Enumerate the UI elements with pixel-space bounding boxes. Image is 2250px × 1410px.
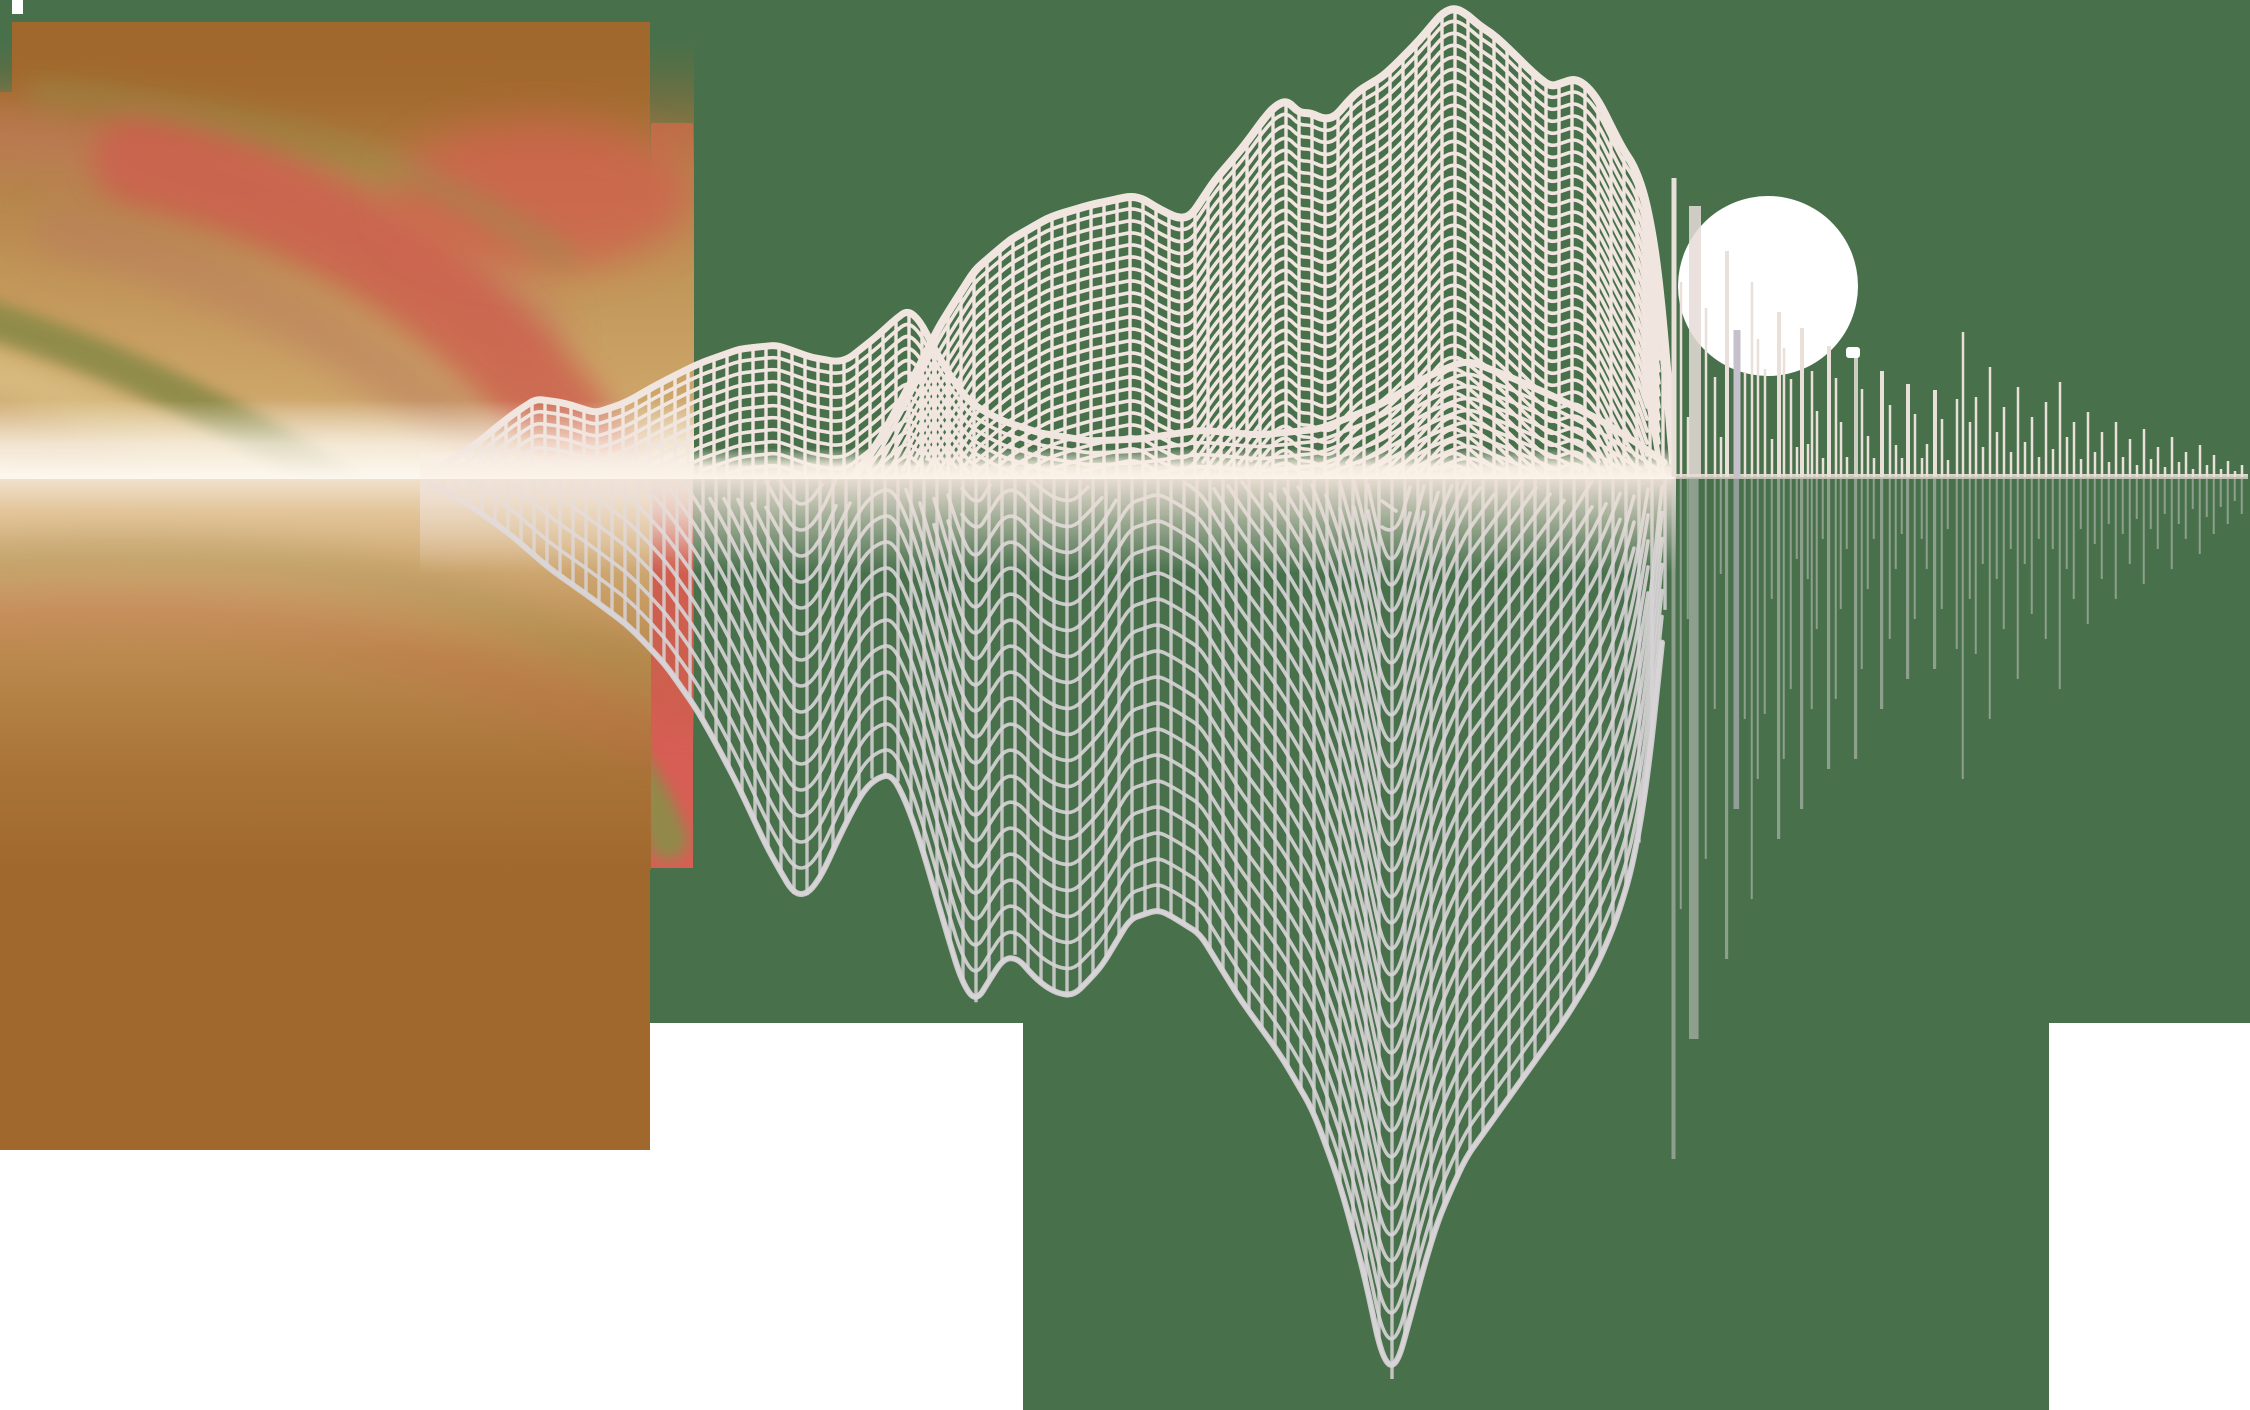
smoke-bands [0,79,694,860]
white-notch [12,0,23,14]
green-edge-sliver [0,22,12,92]
brown-block [0,22,650,1150]
terrain-upper-group [424,5,1675,479]
terrain-reflection-group [427,478,1667,1379]
background-green-lower [1023,1023,2049,1410]
smoke-mirror-bands [0,537,673,763]
bars-reflection-group [1671,479,2243,1159]
red-block [651,123,693,868]
waveform-bars [1671,178,2248,1159]
background-green [0,0,2250,1023]
bars-upper-group [1671,178,2244,477]
smoke-gradient [0,40,694,870]
sun-circle [1678,196,1858,376]
terrain-mesh [420,5,1676,1379]
sun-fragment [1846,347,1860,358]
